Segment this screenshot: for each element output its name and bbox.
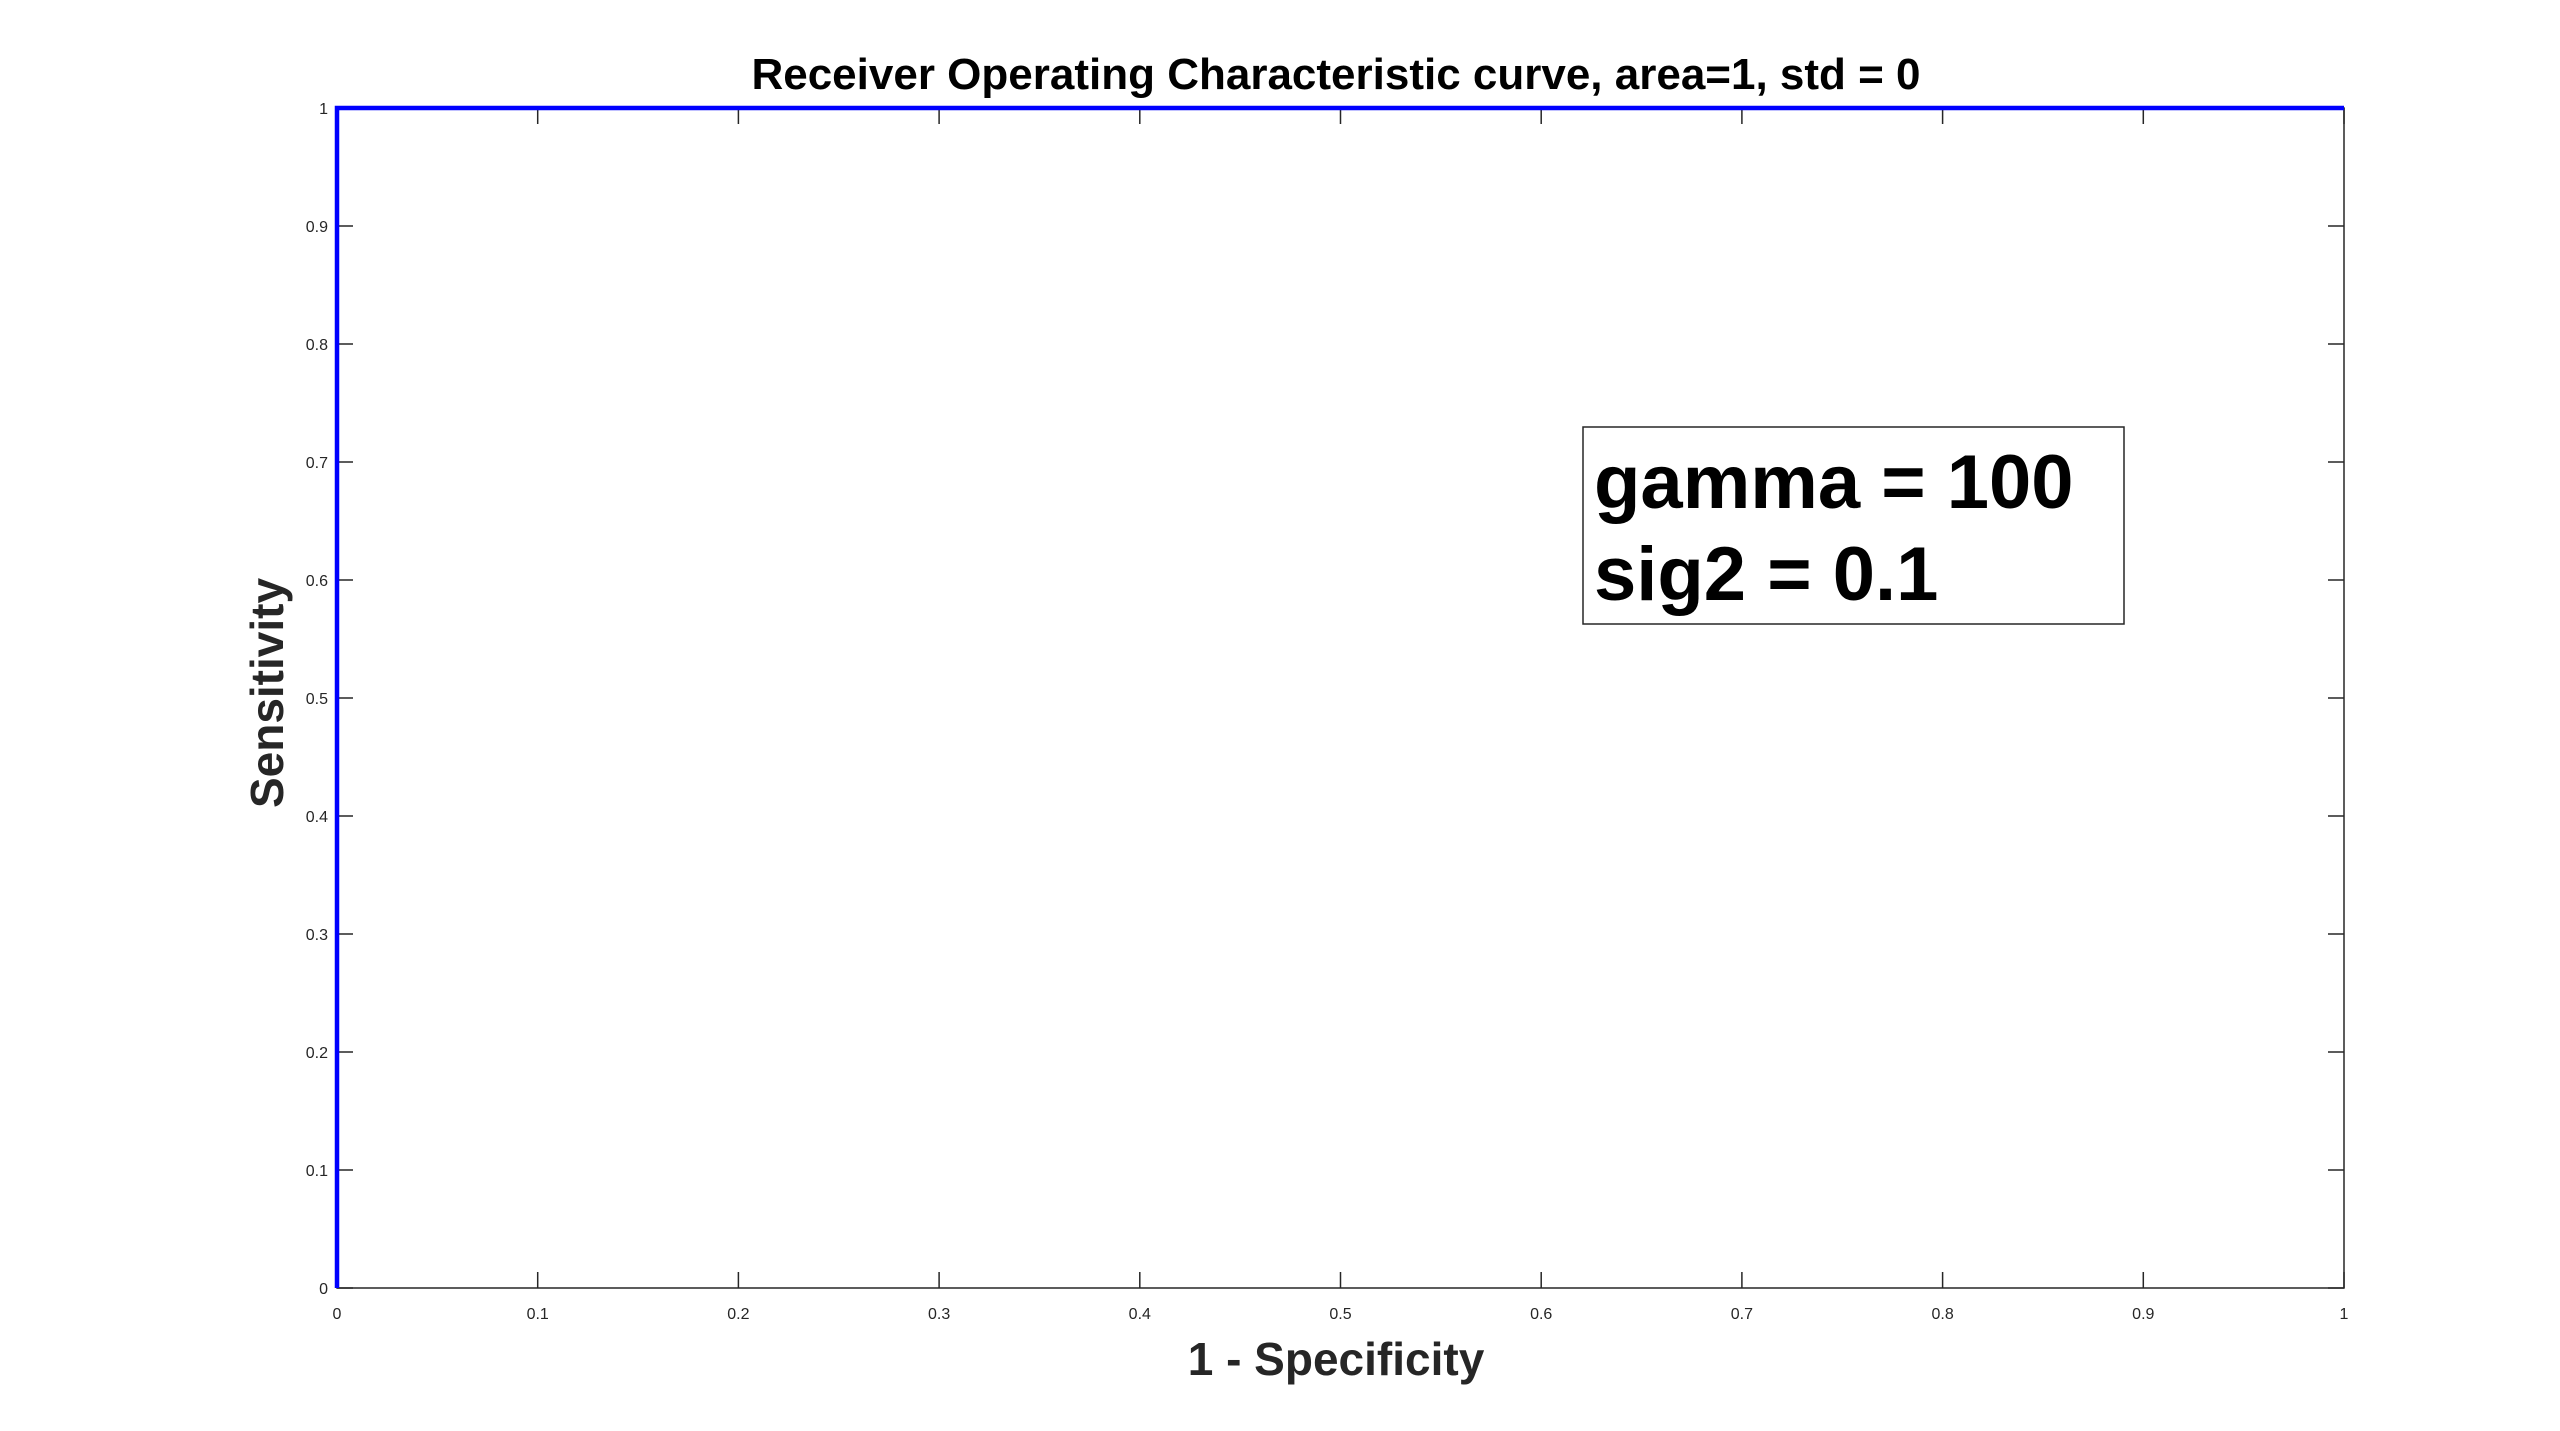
y-axis-label: Sensitivity: [241, 578, 293, 809]
x-tick-label: 0.3: [928, 1306, 950, 1323]
x-tick-label: 0.4: [1129, 1306, 1151, 1323]
annotation-frame: [1582, 426, 2125, 625]
x-tick-label: 0.9: [2132, 1306, 2154, 1323]
y-tick-label: 0.5: [306, 691, 328, 708]
series-layer: [334, 105, 2344, 1288]
y-tick-label: 0.1: [306, 1163, 328, 1180]
y-tick-label: 0.6: [306, 573, 328, 590]
x-axis-label: 1 - Specificity: [1188, 1333, 1485, 1385]
plot-axes: 0 0.1 0.2 0.3 0.4 0.5 0.6 0.7 0.8 0.9 1 0 0.1 0.2 0.3…: [306, 101, 2349, 1323]
x-tick-label: 0.7: [1731, 1306, 1753, 1323]
y-tick-label: 1: [319, 101, 328, 118]
y-tick-label: 0.4: [306, 809, 328, 826]
x-tick-label: 1: [2340, 1306, 2349, 1323]
roc-curve-line: [334, 105, 2344, 1288]
annotation-line-sig2: sig2 = 0.1: [1594, 532, 1938, 617]
x-axis-tick-labels: 0 0.1 0.2 0.3 0.4 0.5 0.6 0.7 0.8 0.9 1: [333, 1306, 2349, 1323]
x-tick-label: 0.2: [727, 1306, 749, 1323]
x-axis-ticks: [336, 108, 2345, 1288]
y-tick-label: 0.2: [306, 1045, 328, 1062]
x-tick-label: 0.5: [1329, 1306, 1351, 1323]
x-tick-label: 0.1: [527, 1306, 549, 1323]
x-tick-label: 0: [333, 1306, 342, 1323]
x-tick-label: 0.8: [1931, 1306, 1953, 1323]
y-axis-tick-labels: 0 0.1 0.2 0.3 0.4 0.5 0.6 0.7 0.8 0.9 1: [306, 101, 328, 1298]
y-tick-label: 0: [319, 1281, 328, 1298]
y-tick-label: 0.8: [306, 337, 328, 354]
y-tick-label: 0.3: [306, 927, 328, 944]
y-tick-label: 0.7: [306, 455, 328, 472]
y-tick-label: 0.9: [306, 219, 328, 236]
annotation-line-gamma: gamma = 100: [1594, 440, 2074, 525]
x-tick-label: 0.6: [1530, 1306, 1552, 1323]
chart-title: Receiver Operating Characteristic curve,…: [751, 50, 1920, 99]
annotation-box: gamma = 100 sig2 = 0.1: [1582, 426, 2125, 625]
